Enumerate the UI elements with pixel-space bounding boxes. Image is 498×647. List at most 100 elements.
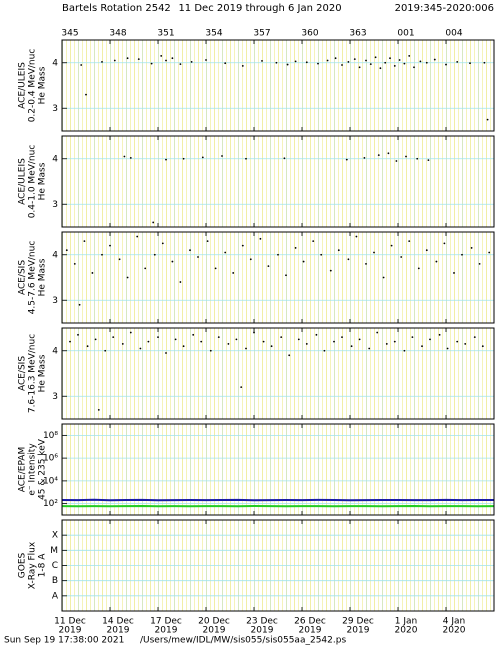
data-point — [157, 336, 159, 338]
panel-frame — [61, 423, 495, 516]
y-tick-label: 10⁶ — [43, 454, 58, 464]
data-point — [443, 242, 446, 245]
data-point — [341, 64, 343, 66]
data-point — [488, 251, 491, 254]
y-axis-label: He Mass — [38, 354, 48, 392]
y-tick-label: 10⁴ — [43, 476, 58, 486]
y-axis-label: ACE/SIS — [18, 260, 28, 295]
data-point — [283, 157, 286, 160]
data-point — [347, 258, 350, 261]
y-tick-label: C — [52, 561, 58, 571]
panel-frame — [61, 39, 495, 132]
x-date-label: 20 Dec — [198, 617, 230, 627]
data-point — [355, 235, 358, 238]
data-point — [363, 156, 366, 159]
data-point — [113, 59, 116, 62]
data-point — [384, 61, 387, 64]
data-point — [403, 62, 406, 65]
y-tick-label: 3 — [52, 200, 58, 210]
data-point — [425, 61, 428, 64]
data-point — [408, 55, 411, 57]
data-point — [305, 343, 308, 345]
data-point — [69, 340, 71, 343]
x-top-tick-label: 348 — [109, 29, 126, 39]
y-tick-label: 4 — [52, 154, 58, 164]
x-date-label: 14 Dec — [102, 617, 134, 627]
data-point — [174, 338, 177, 341]
data-point — [390, 244, 393, 247]
x-year-label: 2019 — [203, 626, 226, 636]
data-point — [275, 61, 278, 64]
y-tick-label: 3 — [52, 104, 58, 114]
title-dates: 11 Dec 2019 through 6 Jan 2020 — [178, 3, 341, 14]
y-axis-label: 4.5-7.6 MeV/nuc — [28, 241, 38, 315]
data-point — [421, 345, 423, 348]
data-point — [416, 157, 419, 160]
data-point — [473, 336, 476, 338]
data-point — [224, 251, 227, 254]
data-point — [160, 55, 163, 57]
data-point — [320, 253, 323, 256]
data-point — [182, 157, 185, 160]
data-point — [470, 247, 473, 249]
y-axis-label: He Mass — [38, 258, 48, 296]
data-point — [374, 56, 377, 59]
y-tick-label: M — [50, 546, 58, 556]
x-top-tick-label: 001 — [397, 29, 414, 39]
data-point — [461, 253, 463, 256]
data-point — [171, 260, 174, 263]
y-axis-label: GOES — [18, 552, 28, 578]
data-point — [245, 157, 247, 160]
data-point — [453, 272, 455, 274]
panel-background — [62, 424, 494, 515]
x-date-label: 11 Dec — [54, 617, 86, 627]
data-point — [413, 66, 415, 69]
data-point — [389, 57, 391, 60]
data-point — [91, 272, 94, 274]
y-tick-label: 3 — [52, 296, 58, 306]
data-point — [481, 345, 484, 348]
y-axis-label: ACE/EPAM — [18, 447, 28, 492]
x-year-label: 2020 — [443, 626, 466, 636]
data-point — [270, 345, 273, 348]
data-point — [206, 240, 209, 243]
data-point — [109, 244, 111, 247]
y-tick-label: 4 — [52, 346, 58, 356]
data-point — [377, 154, 380, 157]
data-point — [429, 338, 431, 341]
data-point — [80, 64, 83, 66]
data-point — [294, 247, 297, 249]
data-point — [112, 336, 115, 338]
data-point — [197, 256, 199, 258]
data-point — [139, 347, 142, 350]
data-point — [369, 63, 372, 66]
data-point — [101, 60, 103, 63]
data-point — [77, 333, 79, 336]
x-top-tick-label: 354 — [205, 29, 222, 39]
data-point — [393, 65, 396, 67]
x-top-tick-label: 345 — [61, 29, 78, 39]
data-point — [478, 262, 481, 265]
data-point — [382, 276, 385, 279]
data-point — [94, 338, 97, 341]
data-point — [312, 240, 315, 243]
data-point — [486, 118, 489, 121]
data-line — [61, 498, 494, 502]
panel-frame — [61, 519, 495, 612]
data-point — [201, 156, 204, 159]
data-point — [235, 338, 238, 341]
footer-timestamp: Sun Sep 19 17:38:00 2021 — [4, 636, 124, 646]
data-point — [165, 158, 167, 161]
x-year-label: 2019 — [107, 626, 130, 636]
title-doy: 2019:345-2020:006 — [395, 3, 494, 14]
data-point — [182, 345, 185, 348]
data-point — [286, 63, 289, 66]
data-point — [126, 276, 129, 279]
panel-frame — [61, 135, 495, 228]
title-rotation: Bartels Rotation 2542 — [62, 3, 171, 14]
data-point — [334, 57, 337, 60]
y-tick-label: B — [52, 576, 58, 586]
panel-background — [62, 232, 494, 323]
data-point — [85, 93, 87, 96]
